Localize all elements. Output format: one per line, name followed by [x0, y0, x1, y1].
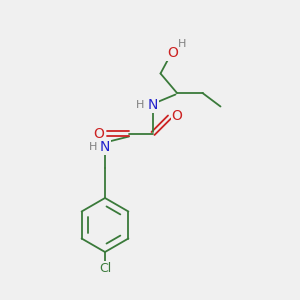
Text: O: O: [172, 109, 182, 122]
Text: H: H: [89, 142, 97, 152]
Text: N: N: [100, 140, 110, 154]
Text: H: H: [136, 100, 145, 110]
Text: Cl: Cl: [99, 262, 111, 275]
Text: O: O: [94, 127, 104, 140]
Text: H: H: [178, 38, 187, 49]
Text: O: O: [167, 46, 178, 60]
Text: N: N: [148, 98, 158, 112]
